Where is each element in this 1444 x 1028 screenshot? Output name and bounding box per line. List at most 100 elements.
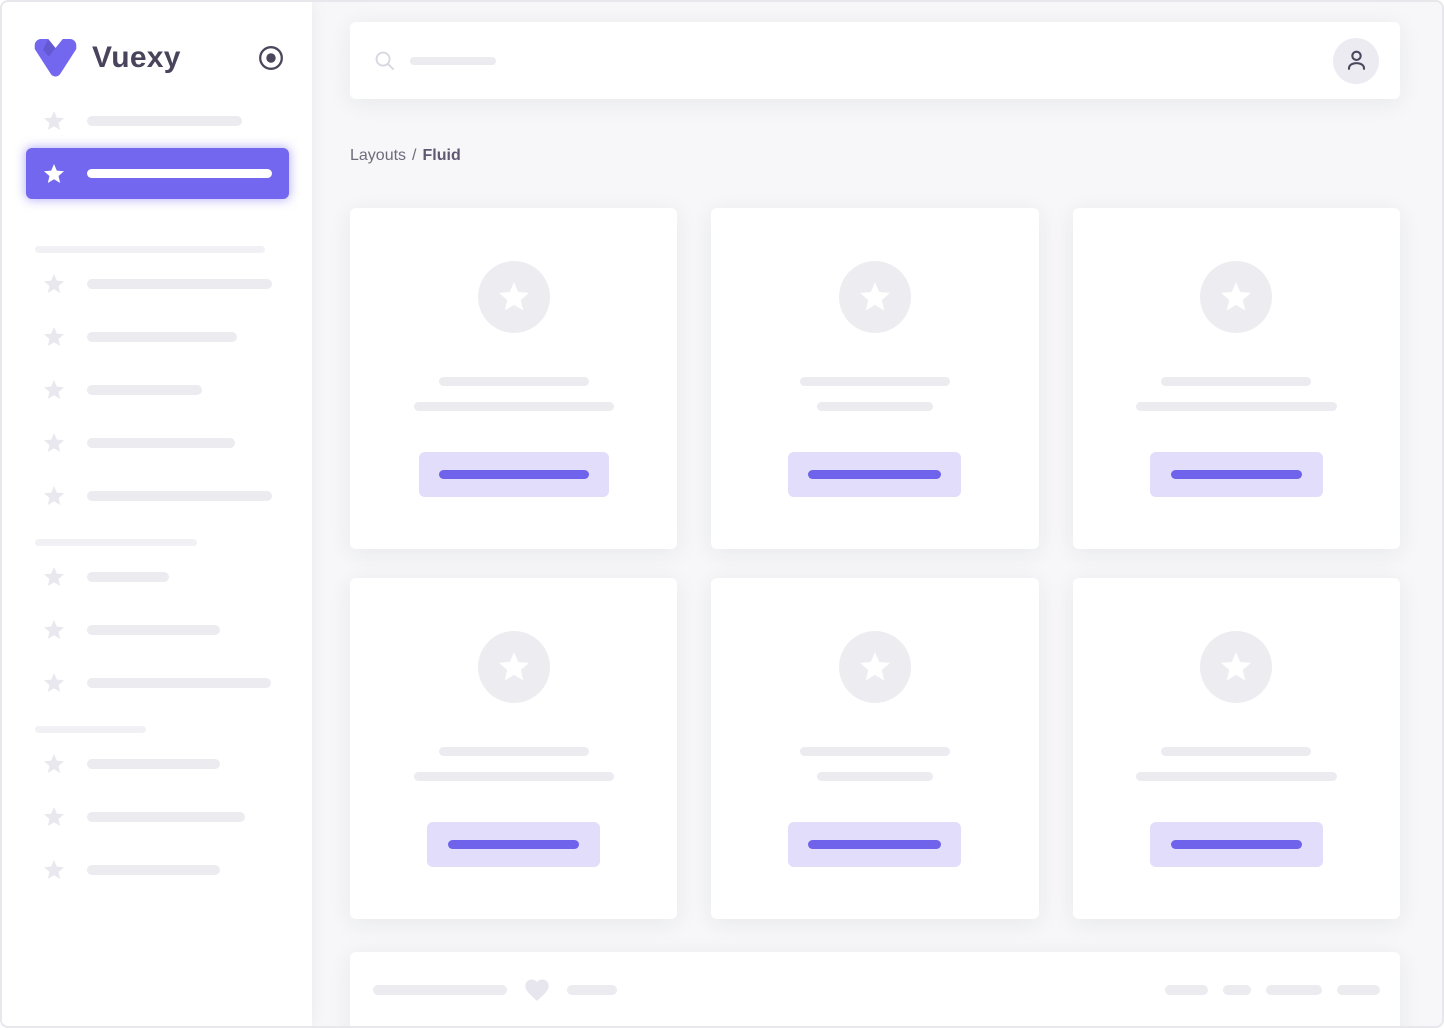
menu-label-placeholder [87,385,202,395]
card-button-placeholder[interactable] [788,452,962,497]
skeleton-card [1072,578,1400,919]
skeleton-card [350,578,678,919]
menu-label-placeholder [87,169,272,178]
card-button-placeholder[interactable] [418,452,609,497]
sidebar-header: Vuexy [2,2,312,78]
sidebar-item[interactable] [26,752,289,776]
star-icon [42,752,66,776]
footer-link-placeholder[interactable] [1337,985,1380,995]
footer-link-placeholder[interactable] [1266,985,1322,995]
menu-label-placeholder [87,625,220,635]
card-title-placeholder [799,377,950,386]
card-title-placeholder [1161,377,1312,386]
menu-label-placeholder [87,332,237,342]
footer-copyright [373,976,617,1004]
search-input[interactable] [373,49,496,72]
card-button-placeholder[interactable] [1149,822,1323,867]
star-icon [857,649,893,685]
sidebar-item[interactable] [26,858,289,882]
star-icon [42,858,66,882]
sidebar: Vuexy [2,2,312,1026]
brand-title: Vuexy [92,41,181,74]
card-subtitle-placeholder [413,402,614,411]
breadcrumb-current: Fluid [422,147,461,164]
top-navbar [350,22,1400,99]
star-icon [42,484,66,508]
skeleton-card [1072,208,1400,549]
card-button-placeholder[interactable] [788,822,962,867]
sidebar-item[interactable] [26,618,289,642]
menu-label-placeholder [87,279,272,289]
star-icon [42,272,66,296]
sidebar-item[interactable] [26,431,289,455]
sidebar-item[interactable] [26,325,289,349]
search-placeholder-bar [410,56,496,65]
menu-label-placeholder [87,572,169,582]
footer-row [373,976,1380,1004]
button-label-placeholder [1170,840,1302,849]
sidebar-collapse-toggle-icon[interactable] [258,45,284,71]
sidebar-item[interactable] [26,484,289,508]
menu-label-placeholder [87,865,220,875]
avatar-circle-placeholder [477,631,550,703]
menu-label-placeholder [87,438,235,448]
menu-label-placeholder [87,116,242,126]
sidebar-item[interactable] [26,671,289,695]
star-icon [496,279,532,315]
sidebar-item[interactable] [26,272,289,296]
avatar-circle-placeholder [477,261,550,333]
star-icon [42,378,66,402]
user-avatar-button[interactable] [1333,37,1379,84]
card-title-placeholder [438,377,589,386]
sidebar-item[interactable] [26,565,289,589]
skeleton-card [711,578,1039,919]
sidebar-nav [2,78,312,882]
star-icon [1218,279,1254,315]
card-button-placeholder[interactable] [1149,452,1323,497]
avatar-circle-placeholder [1200,261,1273,333]
sidebar-section-divider [35,726,146,733]
button-label-placeholder [808,840,942,849]
button-label-placeholder [1170,470,1302,479]
button-label-placeholder [808,470,942,479]
star-icon [42,618,66,642]
skeleton-card [711,208,1039,549]
sidebar-section-divider [35,539,197,546]
menu-label-placeholder [87,759,220,769]
star-icon [857,279,893,315]
card-subtitle-placeholder [1135,402,1337,411]
card-subtitle-placeholder [816,772,933,781]
star-icon [42,109,66,133]
menu-label-placeholder [87,678,271,688]
star-icon [42,805,66,829]
avatar-circle-placeholder [838,261,911,333]
card-title-placeholder [1161,747,1312,756]
footer [350,952,1400,1026]
vuexy-logo-icon [32,38,79,78]
footer-text-placeholder [373,985,507,995]
footer-link-placeholder[interactable] [1223,985,1251,995]
brand-logo-link[interactable]: Vuexy [32,38,181,78]
button-label-placeholder [448,840,580,849]
star-icon [42,325,66,349]
breadcrumb: Layouts / Fluid [350,146,1400,165]
footer-link-placeholder[interactable] [1165,985,1208,995]
card-grid [350,208,1400,919]
card-title-placeholder [438,747,589,756]
sidebar-item[interactable] [26,805,289,829]
menu-label-placeholder [87,812,245,822]
search-icon [373,49,396,72]
breadcrumb-section-link[interactable]: Layouts [350,147,407,164]
sidebar-item-active[interactable] [26,148,289,199]
card-button-placeholder[interactable] [427,822,601,867]
star-icon [42,431,66,455]
main-content: Layouts / Fluid [312,2,1442,1026]
breadcrumb-separator: / [412,147,417,164]
sidebar-item[interactable] [26,109,289,133]
star-icon [42,671,66,695]
user-icon [1347,50,1365,70]
star-icon [496,649,532,685]
star-icon [42,565,66,589]
sidebar-item[interactable] [26,378,289,402]
